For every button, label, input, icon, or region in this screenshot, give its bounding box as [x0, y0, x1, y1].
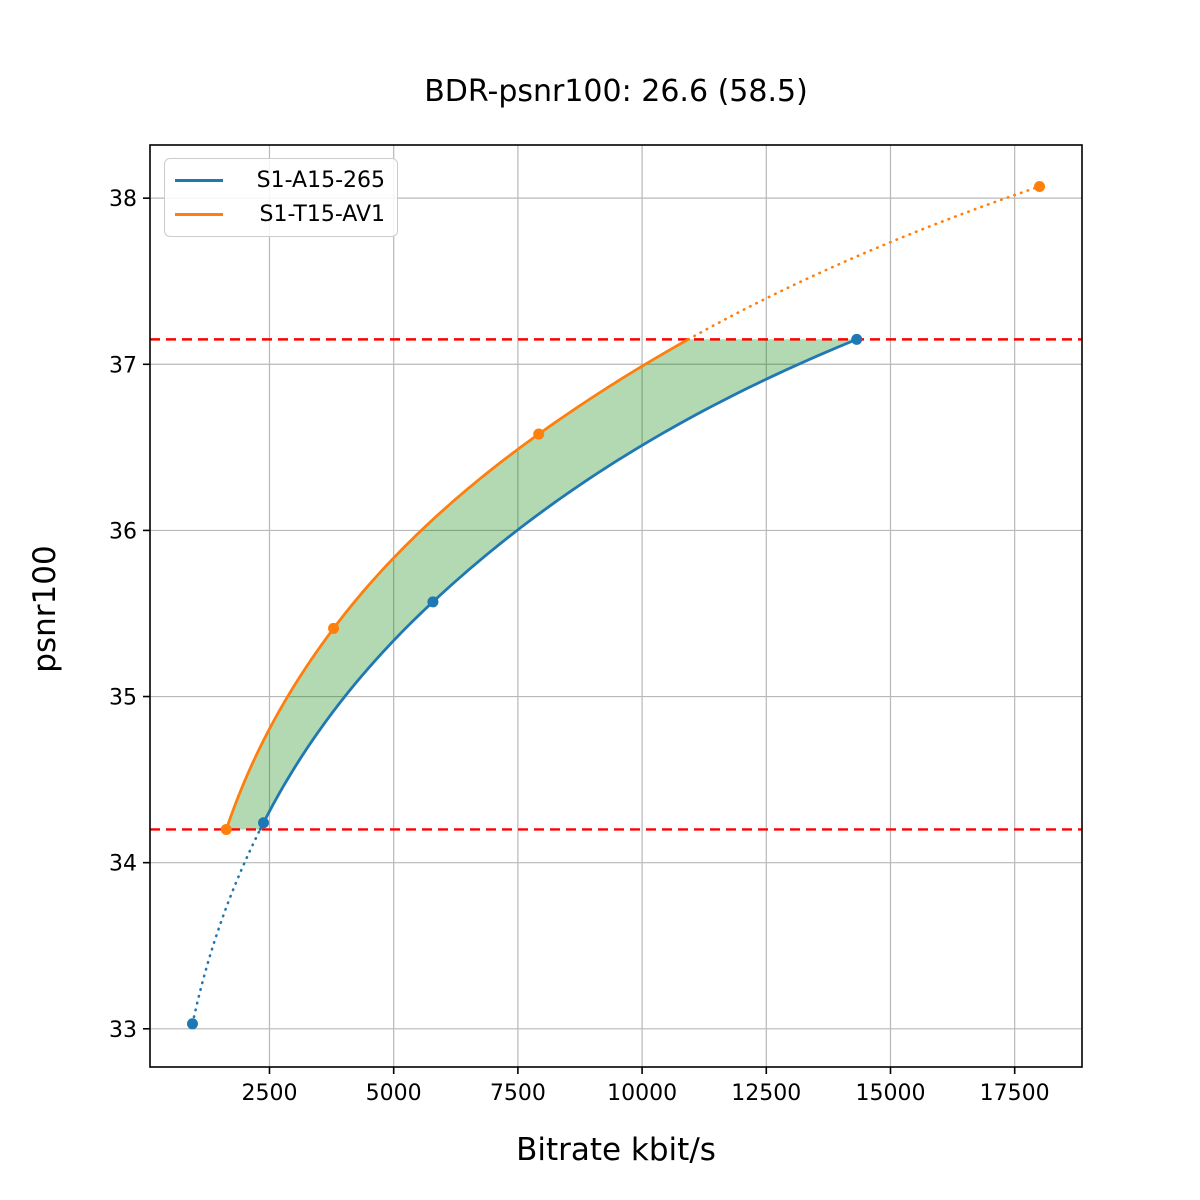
x-tick-label: 12500: [731, 1081, 801, 1106]
y-tick-label: 38: [109, 187, 137, 212]
y-tick-label: 37: [109, 353, 137, 378]
y-axis-label: psnr100: [27, 545, 63, 673]
legend-item: S1-A15-265: [175, 168, 385, 193]
legend-line-sample-icon: [175, 213, 223, 216]
x-axis-label: Bitrate kbit/s: [516, 1132, 716, 1168]
legend-item: S1-T15-AV1: [175, 202, 385, 227]
x-tick-label: 2500: [241, 1081, 297, 1106]
legend-label: S1-A15-265: [256, 168, 385, 193]
y-tick-label: 35: [109, 686, 137, 711]
x-tick-label: 10000: [607, 1081, 677, 1106]
x-tick-label: 5000: [366, 1081, 422, 1106]
x-tick-label: 7500: [490, 1081, 546, 1106]
x-tick-label: 15000: [855, 1081, 925, 1106]
legend-label: S1-T15-AV1: [259, 202, 385, 227]
legend-line-sample-icon: [175, 179, 223, 182]
chart-title: BDR-psnr100: 26.6 (58.5): [424, 74, 808, 109]
y-tick-label: 36: [109, 519, 137, 544]
legend: S1-A15-265 S1-T15-AV1: [164, 158, 398, 237]
y-tick-label: 34: [109, 852, 137, 877]
x-tick-label: 17500: [980, 1081, 1050, 1106]
y-tick-label: 33: [109, 1018, 137, 1043]
